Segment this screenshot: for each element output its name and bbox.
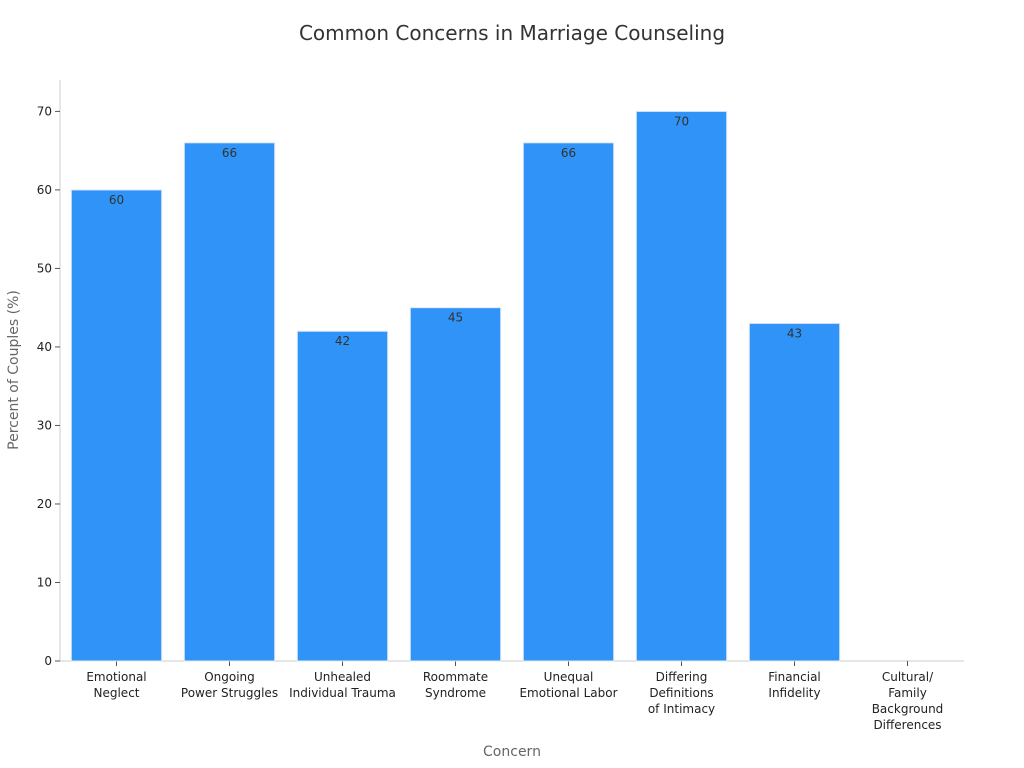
x-tick-label: Cultural/Family Background Differences (872, 670, 944, 732)
x-axis (60, 660, 964, 666)
x-tick-label-line: Unhealed (314, 670, 371, 684)
x-tick-label: Differing Definitions of Intimacy (648, 670, 715, 716)
y-axis: 0 10 20 30 40 50 60 70 (37, 80, 61, 668)
y-tick-label: 40 (37, 340, 52, 354)
x-tick-label-line: Background (872, 702, 944, 716)
bar (748, 322, 841, 662)
x-tick-label-line: Emotional Labor (519, 686, 617, 700)
x-tick-label-line: Definitions (649, 686, 713, 700)
x-tick-label: Roommate Syndrome (423, 670, 488, 700)
x-tick-label-line: of Intimacy (648, 702, 715, 716)
data-labels: 60 66 42 45 66 70 43 (109, 114, 802, 348)
x-tick-label-line: Differences (873, 718, 941, 732)
bar (296, 330, 389, 662)
bars (70, 110, 841, 662)
bar (635, 110, 728, 662)
data-label: 66 (561, 146, 576, 160)
x-axis-label: Concern (483, 744, 541, 760)
data-label: 66 (222, 146, 237, 160)
y-tick-label: 0 (44, 654, 52, 668)
y-tick-label: 50 (37, 261, 52, 275)
x-tick-label-line: Ongoing (204, 670, 255, 684)
x-tick-label: Unhealed Individual Trauma (289, 670, 396, 700)
x-tick-label-line: Financial (768, 670, 821, 684)
x-tick-label-line: Power Struggles (181, 686, 278, 700)
bar (409, 307, 502, 662)
x-tick-label-line: Cultural/ (882, 670, 934, 684)
bar (183, 142, 276, 662)
data-label: 43 (787, 326, 802, 340)
x-tick-label-line: Neglect (94, 686, 140, 700)
bar (70, 189, 163, 662)
chart-title: Common Concerns in Marriage Counseling (299, 21, 725, 45)
data-label: 60 (109, 193, 124, 207)
x-tick-label-line: Unequal (544, 670, 594, 684)
bar (522, 142, 615, 662)
x-tick-label-line: Differing (656, 670, 708, 684)
x-tick-label-line: Roommate (423, 670, 488, 684)
data-label: 70 (674, 114, 689, 128)
y-axis-label: Percent of Couples (%) (6, 290, 22, 450)
x-tick-label-line: Family (888, 686, 927, 700)
data-label: 42 (335, 334, 350, 348)
y-tick-label: 20 (37, 497, 52, 511)
x-tick-label: Ongoing Power Struggles (181, 670, 278, 700)
x-tick-label: Financial Infidelity (768, 670, 821, 700)
y-tick-label: 30 (37, 418, 52, 432)
x-tick-label-line: Syndrome (425, 686, 486, 700)
x-tick-label: Emotional Neglect (86, 670, 146, 700)
y-tick-label: 70 (37, 104, 52, 118)
x-tick-label-line: Emotional (86, 670, 146, 684)
category-labels: Emotional Neglect Ongoing Power Struggles Un… (86, 670, 943, 732)
data-label: 45 (448, 311, 463, 325)
x-tick-label: Unequal Emotional Labor (519, 670, 617, 700)
x-tick-label-line: Infidelity (768, 686, 820, 700)
y-tick-label: 60 (37, 183, 52, 197)
y-tick-label: 10 (37, 575, 52, 589)
x-tick-label-line: Individual Trauma (289, 686, 396, 700)
